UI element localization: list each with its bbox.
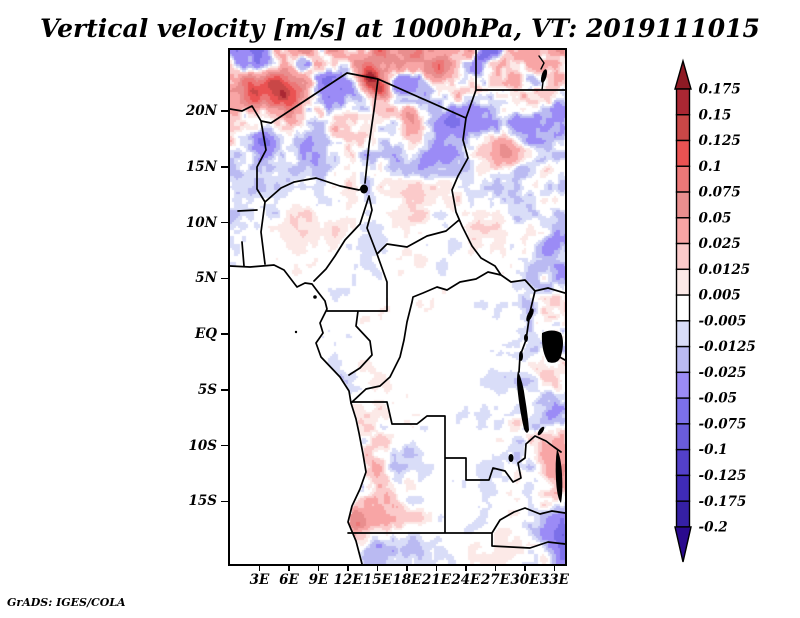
colorbar-segment: [675, 165, 691, 193]
lake-kivu: [519, 351, 523, 361]
lat-tick-label: 5S: [197, 381, 217, 398]
lon-tick-label: 18E: [392, 572, 422, 588]
colorbar-segment: [675, 88, 691, 116]
colorbar-label: -0.05: [699, 391, 737, 407]
colorbar-bottom-arrow: [674, 526, 692, 563]
lon-tick-label: 3E: [249, 572, 270, 588]
lat-tick-label: 20N: [185, 103, 217, 119]
colorbar-label: -0.0125: [699, 339, 756, 355]
lat-tick-label: 10S: [188, 437, 217, 454]
lon-tick-mark: [317, 565, 320, 571]
colorbar-segment: [675, 294, 691, 322]
lake-edward: [524, 334, 528, 342]
lake-nasser: [540, 69, 548, 83]
lat-tick-label: 15S: [188, 493, 217, 510]
lat-tick-mark: [221, 333, 228, 335]
lon-tick-label: 30E: [510, 572, 540, 588]
colorbar-segment: [675, 371, 691, 399]
lon-tick-mark: [524, 565, 526, 571]
colorbar-label: 0.1: [699, 159, 723, 175]
lon-tick-mark: [465, 565, 467, 571]
colorbar-label: -0.175: [699, 494, 747, 510]
lon-tick-mark: [288, 565, 290, 571]
colorbar-label: -0.2: [699, 520, 728, 536]
lon-tick-label: 6E: [279, 572, 299, 588]
island-bioko: [313, 295, 317, 299]
colorbar-label: -0.025: [699, 365, 747, 381]
lon-tick-mark: [347, 565, 349, 571]
colorbar-label: 0.125: [699, 133, 741, 149]
lon-tick-label: 9E: [308, 572, 329, 588]
colorbar-segment: [675, 448, 691, 477]
lake-albert: [526, 308, 534, 322]
plot-title: Vertical velocity [m/s] at 1000hPa, VT: …: [40, 14, 760, 43]
lake-malawi: [555, 449, 563, 503]
colorbar-segment: [675, 268, 691, 296]
lon-tick-mark: [406, 565, 408, 571]
colorbar-segment: [675, 345, 691, 374]
lon-tick-label: 12E: [333, 572, 363, 588]
map-frame: [228, 48, 567, 566]
colorbar-label: -0.125: [699, 468, 747, 484]
lon-tick-mark: [553, 565, 556, 571]
lon-tick-label: 33E: [539, 572, 569, 588]
lon-tick-label: 21E: [421, 572, 451, 588]
colorbar-segment: [675, 191, 691, 219]
colorbar-label: 0.175: [699, 82, 741, 98]
colorbar-label: 0.005: [699, 288, 741, 304]
colorbar-label: 0.025: [699, 236, 741, 252]
colorbar-label: -0.1: [699, 442, 728, 458]
lat-tick-label: 5N: [195, 270, 217, 287]
lat-tick-mark: [221, 110, 228, 112]
lon-tick-label: 27E: [480, 572, 510, 588]
colorbar-segment: [675, 474, 691, 502]
lake-rukwa: [537, 426, 545, 436]
lake-chad: [360, 184, 368, 194]
lat-tick-mark: [221, 444, 228, 447]
colorbar-segment: [675, 114, 691, 142]
coastline: [230, 264, 367, 564]
lat-tick-label: 10N: [185, 214, 217, 231]
lon-tick-label: 15E: [362, 572, 392, 588]
colorbar-segment: [675, 397, 691, 425]
colorbar-label: -0.075: [699, 416, 747, 432]
lake-tanganyika: [517, 371, 529, 433]
island-sao-tome: [294, 330, 298, 334]
lat-tick-label: 15N: [185, 158, 217, 175]
lon-tick-mark: [494, 565, 497, 571]
lake-mweru: [508, 454, 514, 462]
colorbar-label: 0.0125: [699, 262, 751, 278]
colorbar-label: 0.15: [699, 107, 732, 123]
lon-tick-label: 24E: [451, 572, 481, 588]
colorbar-segment: [675, 139, 691, 167]
map-borders-overlay: [230, 50, 565, 564]
colorbar: 0.175 0.15 0.125 0.1 0.075 0.05 0.025 0.0125 0.0…: [674, 58, 756, 563]
lat-tick-mark: [221, 221, 228, 224]
lat-tick-mark: [221, 166, 228, 168]
colorbar-segment: [675, 500, 691, 528]
lon-tick-mark: [435, 565, 438, 571]
lon-tick-mark: [258, 565, 261, 571]
lat-tick-mark: [221, 500, 228, 502]
colorbar-segment: [675, 217, 691, 245]
nile-river: [538, 55, 545, 91]
country-borders: [230, 50, 565, 549]
colorbar-label: -0.005: [699, 313, 747, 329]
colorbar-segment: [675, 423, 691, 451]
colorbar-label: 0.075: [699, 185, 741, 201]
colorbar-label: 0.05: [699, 210, 732, 226]
colorbar-segment: [675, 320, 691, 348]
lat-tick-label: EQ: [194, 326, 217, 342]
grads-credit: GrADS: IGES/COLA: [7, 596, 126, 609]
lat-tick-mark: [221, 277, 228, 279]
colorbar-segment: [675, 242, 691, 271]
lake-victoria: [541, 330, 563, 363]
colorbar-top-arrow: [674, 58, 692, 90]
lon-tick-mark: [376, 565, 379, 571]
velocity-field-canvas: [230, 50, 565, 564]
lat-tick-mark: [221, 389, 228, 391]
